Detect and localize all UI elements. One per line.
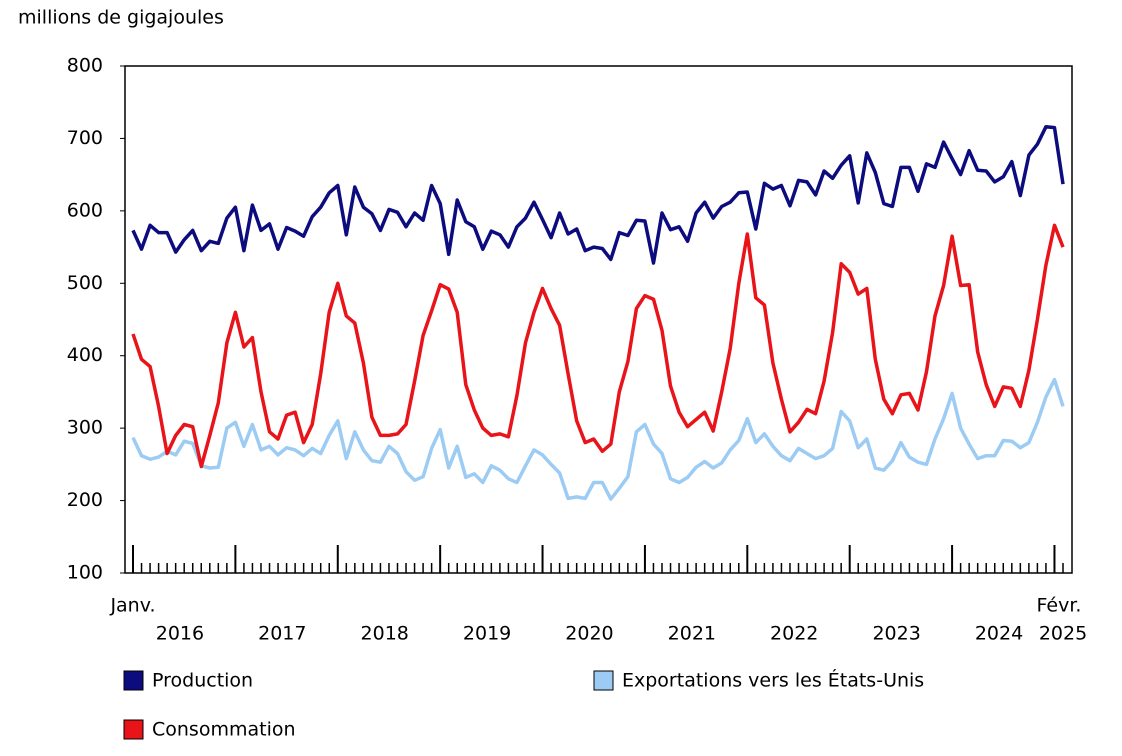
y-tick-label: 800 — [67, 55, 103, 77]
y-axis-label: millions de gigajoules — [18, 7, 224, 29]
series-line — [131, 377, 1065, 501]
legend-swatch — [123, 670, 144, 691]
legend-swatch — [123, 719, 144, 740]
series-line — [131, 125, 1065, 265]
plot-frame — [124, 65, 1073, 574]
y-tick-label: 600 — [67, 199, 103, 221]
x-year-label: 2018 — [361, 623, 409, 645]
x-year-label: 2021 — [668, 623, 716, 645]
legend-label: Consommation — [152, 719, 296, 741]
y-tick-label: 200 — [67, 489, 103, 511]
x-year-label: 2023 — [872, 623, 920, 645]
x-year-label: 2016 — [156, 623, 204, 645]
x-year-label: 2022 — [770, 623, 818, 645]
y-tick-label: 100 — [67, 562, 103, 584]
legend-label: Exportations vers les États-Unis — [622, 669, 924, 692]
y-tick-label: 500 — [67, 272, 103, 294]
x-year-label: 2025 — [1039, 623, 1087, 645]
y-tick-label: 400 — [67, 344, 103, 366]
y-tick-label: 700 — [67, 127, 103, 149]
y-tick-label: 300 — [67, 417, 103, 439]
legend-label: Production — [152, 670, 253, 692]
x-year-label: 2020 — [565, 623, 613, 645]
x-year-label: 2019 — [463, 623, 511, 645]
legend-swatch — [593, 670, 614, 691]
series-line — [131, 223, 1065, 469]
x-year-label: 2017 — [258, 623, 306, 645]
x-tick-label: Janv. — [109, 595, 155, 617]
x-tick-label: Févr. — [1037, 595, 1082, 617]
x-year-label: 2024 — [975, 623, 1023, 645]
